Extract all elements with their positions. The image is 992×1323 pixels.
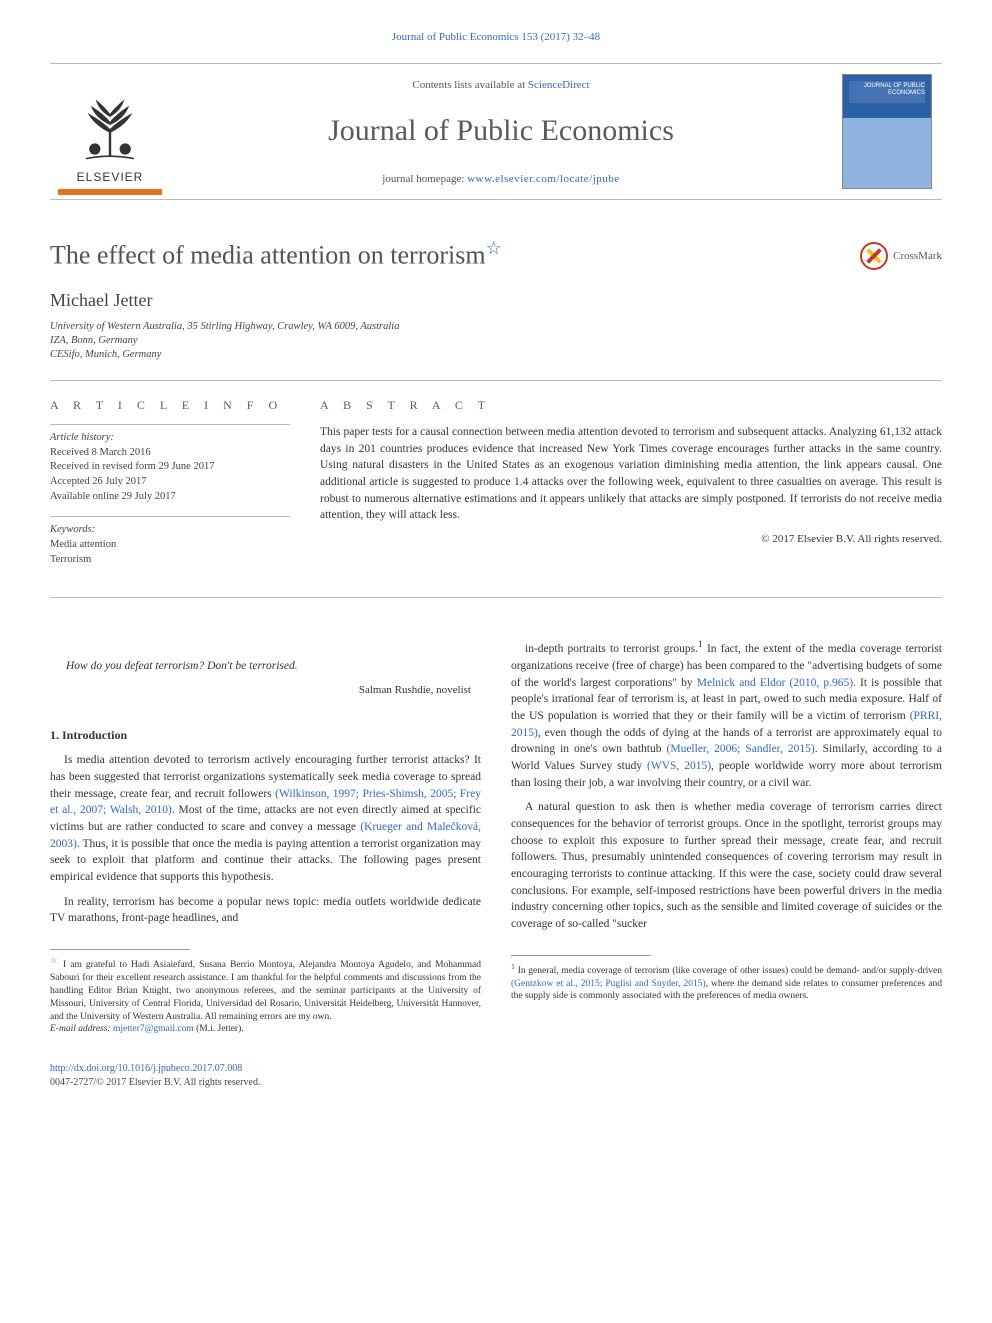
footnote-email: E-mail address: mjetter7@gmail.com (M.i.…	[50, 1023, 481, 1036]
affiliations: University of Western Australia, 35 Stir…	[50, 320, 942, 363]
abstract: A B S T R A C T This paper tests for a c…	[320, 397, 942, 579]
author-name: Michael Jetter	[50, 288, 942, 313]
footnote-1: 1 In general, media coverage of terroris…	[511, 962, 942, 1004]
footnote-marker: ☆	[50, 956, 59, 965]
email-label: E-mail address:	[50, 1024, 113, 1034]
email-tail: (M.i. Jetter).	[194, 1024, 244, 1034]
keyword: Media attention	[50, 538, 290, 553]
issn-line: 0047-2727/© 2017 Elsevier B.V. All right…	[50, 1076, 942, 1090]
keyword: Terrorism	[50, 553, 290, 568]
paragraph: in-depth portraits to terrorist groups.1…	[511, 638, 942, 791]
doi-link[interactable]: http://dx.doi.org/10.1016/j.jpubeco.2017…	[50, 1063, 242, 1074]
history-item: Available online 29 July 2017	[50, 490, 290, 505]
contents-prefix: Contents lists available at	[412, 79, 527, 91]
citation-link[interactable]: Melnick and Eldor (2010, p.965)	[697, 677, 853, 689]
publisher-block: ELSEVIER	[50, 64, 170, 199]
paragraph: Is media attention devoted to terrorism …	[50, 752, 481, 885]
history-item: Received 8 March 2016	[50, 446, 290, 461]
citation-link[interactable]: (Gentzkow et al., 2015; Puglisi and Snyd…	[511, 979, 706, 989]
history-item: Received in revised form 29 June 2017	[50, 460, 290, 475]
journal-name: Journal of Public Economics	[170, 110, 832, 152]
footnote-text: I am grateful to Hadi Asiaiefard, Susana…	[50, 960, 481, 1021]
title-block: The effect of media attention on terrori…	[50, 236, 942, 381]
abstract-text: This paper tests for a causal connection…	[320, 424, 942, 524]
accent-bar	[58, 189, 162, 195]
masthead: ELSEVIER Contents lists available at Sci…	[50, 63, 942, 200]
homepage-line: journal homepage: www.elsevier.com/locat…	[170, 172, 832, 187]
title-footnote-marker: ☆	[486, 238, 502, 258]
article-history: Article history: Received 8 March 2016 R…	[50, 424, 290, 504]
epigraph-attribution: Salman Rushdie, novelist	[50, 683, 481, 699]
article-info-heading: A R T I C L E I N F O	[50, 397, 290, 414]
footnote-text: In general, media coverage of terrorism …	[515, 966, 942, 976]
keywords-label: Keywords:	[50, 523, 290, 538]
citation-link[interactable]: (Mueller, 2006; Sandler, 2015)	[667, 743, 815, 755]
history-item: Accepted 26 July 2017	[50, 475, 290, 490]
publisher-label: ELSEVIER	[77, 169, 144, 186]
footnote-rule	[511, 955, 651, 956]
abstract-copyright: © 2017 Elsevier B.V. All rights reserved…	[320, 532, 942, 547]
affiliation: University of Western Australia, 35 Stir…	[50, 320, 942, 334]
section-heading: 1. Introduction	[50, 727, 481, 744]
title-text: The effect of media attention on terrori…	[50, 241, 486, 270]
email-link[interactable]: mjetter7@gmail.com	[113, 1024, 194, 1034]
contents-line: Contents lists available at ScienceDirec…	[170, 78, 832, 93]
keywords-block: Keywords: Media attention Terrorism	[50, 516, 290, 567]
article-info: A R T I C L E I N F O Article history: R…	[50, 397, 290, 579]
homepage-prefix: journal homepage:	[382, 173, 467, 185]
info-abstract-row: A R T I C L E I N F O Article history: R…	[50, 381, 942, 598]
epigraph-quote: How do you defeat terrorism? Don't be te…	[66, 658, 481, 675]
journal-cover-block: JOURNAL OF PUBLIC ECONOMICS	[832, 64, 942, 199]
paper-title: The effect of media attention on terrori…	[50, 236, 502, 274]
text-run: . Thus, it is possible that once the med…	[50, 838, 481, 883]
citation-link[interactable]: (WVS, 2015)	[647, 760, 711, 772]
journal-cover-icon: JOURNAL OF PUBLIC ECONOMICS	[842, 74, 932, 189]
abstract-heading: A B S T R A C T	[320, 397, 942, 414]
history-label: Article history:	[50, 431, 290, 446]
affiliation: CESifo, Munich, Germany	[50, 348, 942, 362]
paragraph: A natural question to ask then is whethe…	[511, 799, 942, 932]
cover-caption: JOURNAL OF PUBLIC ECONOMICS	[849, 83, 925, 96]
running-header: Journal of Public Economics 153 (2017) 3…	[50, 30, 942, 45]
crossmark-badge-block[interactable]: CrossMark	[860, 242, 942, 270]
footnote-star: ☆ I am grateful to Hadi Asiaiefard, Susa…	[50, 956, 481, 1023]
affiliation: IZA, Bonn, Germany	[50, 334, 942, 348]
elsevier-tree-icon	[70, 85, 150, 165]
paragraph: In reality, terrorism has become a popul…	[50, 894, 481, 927]
footnote-rule	[50, 949, 190, 950]
sciencedirect-link[interactable]: ScienceDirect	[528, 79, 590, 91]
homepage-url[interactable]: www.elsevier.com/locate/jpube	[467, 173, 619, 185]
page-footer: http://dx.doi.org/10.1016/j.jpubeco.2017…	[50, 1062, 942, 1090]
text-run: in-depth portraits to terrorist groups.	[525, 643, 698, 655]
crossmark-icon	[860, 242, 888, 270]
crossmark-label: CrossMark	[893, 249, 942, 264]
body-columns: How do you defeat terrorism? Don't be te…	[50, 638, 942, 1036]
masthead-center: Contents lists available at ScienceDirec…	[170, 64, 832, 199]
